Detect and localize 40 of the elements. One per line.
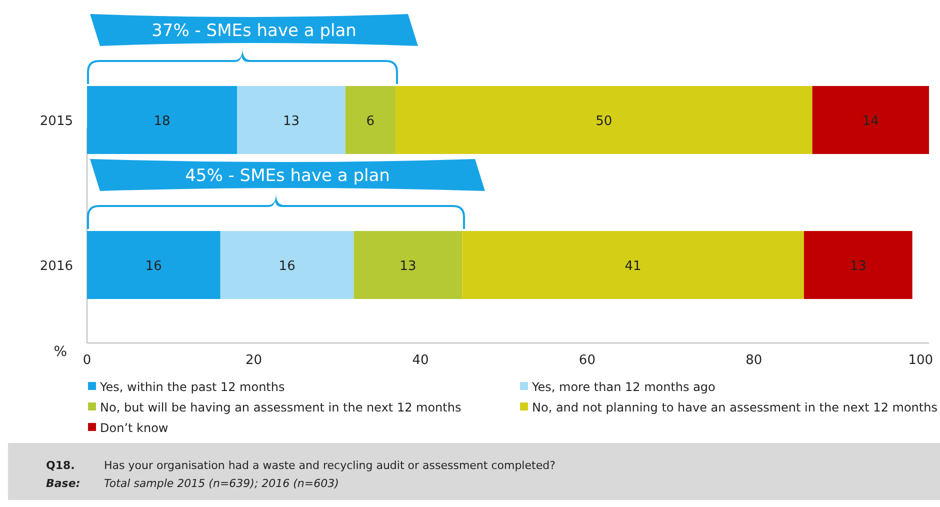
x-tick-label: 0 (82, 353, 92, 368)
data-label: 16 (278, 259, 296, 274)
x-axis-title: % (54, 344, 67, 360)
legend-label: Don’t know (100, 421, 168, 435)
legend-label: No, but will be having an assessment in the next 12 months (100, 400, 462, 414)
text: Q18. (46, 459, 75, 472)
bar (345, 86, 396, 154)
data-label: 14 (862, 114, 879, 129)
bar (87, 231, 220, 299)
data-label: 50 (596, 114, 612, 129)
data-label: 41 (624, 259, 642, 274)
text: 37% - SMEs have a plan (152, 21, 356, 41)
data-label: 13 (400, 259, 416, 274)
bar (395, 86, 812, 154)
y-tick-label: 2016 (40, 259, 73, 274)
legend-label: No, and not planning to have an assessment in the next 12 months (532, 400, 938, 414)
y-tick-label: 2015 (40, 114, 73, 129)
bar (87, 86, 238, 154)
annotation: 45% - SMEs have a plan (185, 166, 390, 186)
bar (237, 86, 346, 154)
text: Base: (46, 477, 80, 490)
text: Has your organisation had a waste and recycling audit or assessment completed? (104, 459, 556, 472)
data-label: 13 (282, 114, 300, 129)
x-tick-label: 20 (245, 353, 262, 368)
data-label: 13 (850, 259, 866, 274)
legend-label: Yes, more than 12 months ago (531, 380, 716, 394)
bar (462, 231, 804, 299)
x-tick-label: 40 (412, 353, 429, 368)
bar (812, 86, 929, 154)
x-tick-label: 60 (578, 353, 596, 368)
data-label: 18 (154, 114, 170, 129)
legend-label: Yes, within the past 12 months (99, 380, 285, 394)
data-label: 6 (366, 114, 375, 129)
bar (804, 231, 912, 299)
x-tick-label: 100 (908, 353, 934, 368)
x-tick-label: 80 (746, 353, 762, 368)
bar (220, 231, 354, 299)
bar (354, 231, 462, 299)
text: Total sample 2015 (n=639); 2016 (n=603) (104, 477, 339, 490)
data-label: 16 (145, 259, 162, 274)
